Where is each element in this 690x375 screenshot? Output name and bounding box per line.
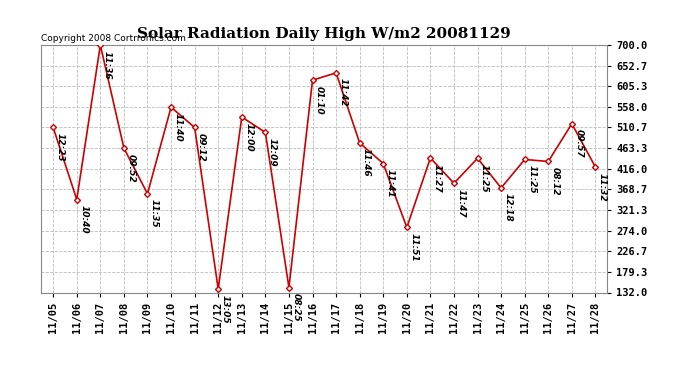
Text: 12:00: 12:00 xyxy=(244,123,253,151)
Title: Solar Radiation Daily High W/m2 20081129: Solar Radiation Daily High W/m2 20081129 xyxy=(137,27,511,41)
Text: 09:12: 09:12 xyxy=(197,133,206,162)
Text: 09:57: 09:57 xyxy=(574,129,583,158)
Text: 08:25: 08:25 xyxy=(291,293,300,322)
Text: Copyright 2008 Cortrronics.com: Copyright 2008 Cortrronics.com xyxy=(41,33,186,42)
Text: 09:52: 09:52 xyxy=(126,154,135,182)
Text: 11:32: 11:32 xyxy=(598,172,607,201)
Text: 11:36: 11:36 xyxy=(103,51,112,79)
Text: 11:51: 11:51 xyxy=(409,233,418,262)
Text: 08:12: 08:12 xyxy=(551,167,560,196)
Text: 01:10: 01:10 xyxy=(315,86,324,114)
Text: 11:42: 11:42 xyxy=(339,78,348,107)
Text: 12:09: 12:09 xyxy=(268,138,277,166)
Text: 11:47: 11:47 xyxy=(456,189,466,217)
Text: 10:40: 10:40 xyxy=(79,205,88,234)
Text: 11:25: 11:25 xyxy=(480,164,489,192)
Text: 11:41: 11:41 xyxy=(386,169,395,198)
Text: 12:18: 12:18 xyxy=(504,194,513,222)
Text: 11:46: 11:46 xyxy=(362,148,371,177)
Text: 13:05: 13:05 xyxy=(221,295,230,323)
Text: 11:40: 11:40 xyxy=(173,113,183,141)
Text: 12:23: 12:23 xyxy=(56,133,65,162)
Text: 11:35: 11:35 xyxy=(150,199,159,228)
Text: 11:27: 11:27 xyxy=(433,164,442,192)
Text: 11:25: 11:25 xyxy=(527,165,536,194)
